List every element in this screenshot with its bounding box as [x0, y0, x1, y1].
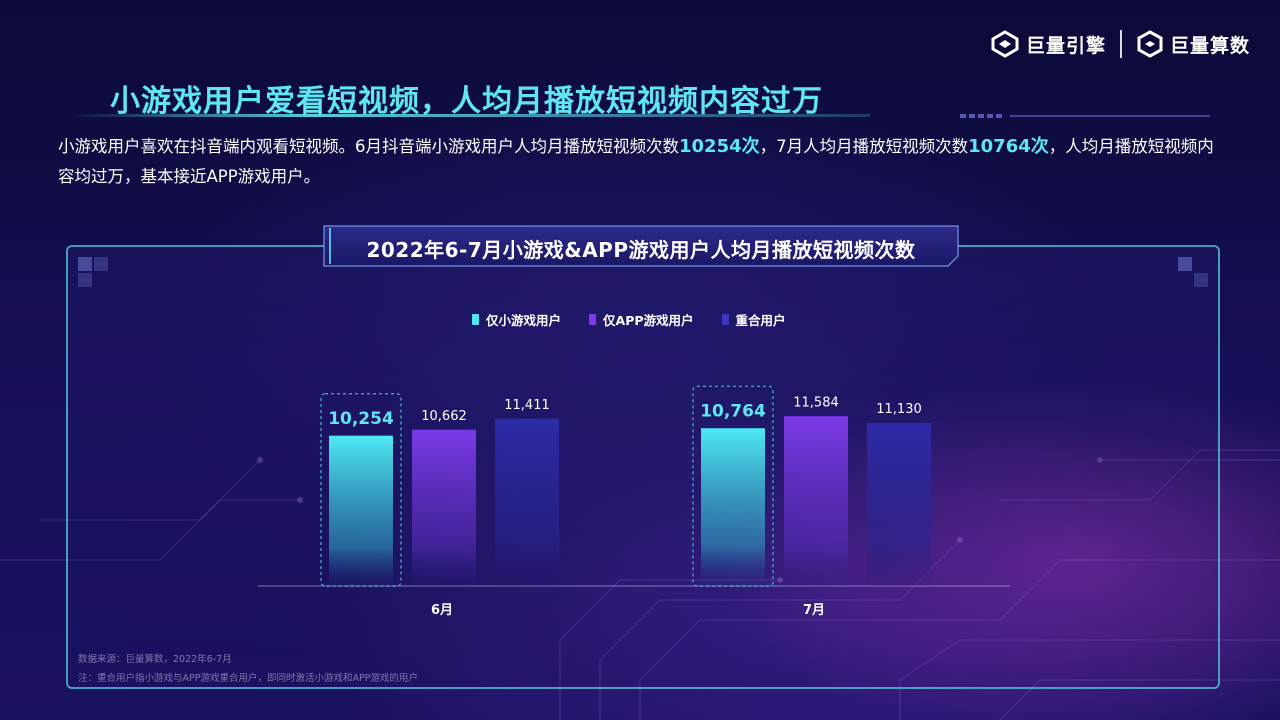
- panel-corner-deco: [94, 257, 108, 271]
- category-label: 7月: [803, 603, 825, 618]
- panel-corner-deco: [1194, 273, 1208, 287]
- title-underline: [70, 114, 870, 117]
- logo-left-text: 巨量引擎: [1025, 34, 1106, 57]
- bar-value-label: 10,662: [421, 409, 467, 424]
- panel-corner-deco: [78, 257, 92, 271]
- data-source-note: 数据来源：巨量算数，2022年6-7月: [78, 654, 232, 665]
- suanshu-logo-icon: [1137, 30, 1163, 58]
- legend-swatch: [721, 314, 729, 325]
- panel-corner-deco: [1178, 257, 1192, 271]
- legend-label: 仅小游戏用户: [486, 313, 562, 328]
- legend-label: 重合用户: [735, 313, 786, 328]
- bar-top-edge: [495, 418, 559, 421]
- legend-label: 仅APP游戏用户: [603, 313, 694, 328]
- bar-value-label: 10,254: [328, 409, 394, 429]
- bar-top-edge: [329, 435, 393, 438]
- bar-value-label: 11,411: [504, 398, 550, 413]
- page-title: 小游戏用户爱看短视频，人均月播放短视频内容过万: [110, 84, 823, 119]
- desc-highlight-july: 10764次: [968, 136, 1049, 157]
- bar: [867, 422, 931, 586]
- description-text: 小游戏用户喜欢在抖音端内观看短视频。6月抖音端小游戏用户人均月播放短视频次数10…: [58, 132, 1228, 192]
- bar: [329, 435, 393, 586]
- footnote-definition: 注：重合用户指小游戏与APP游戏重合用户，即同时激活小游戏和APP游戏的用户: [78, 673, 418, 684]
- highlight-box: [692, 385, 774, 587]
- desc-highlight-june: 10254次: [679, 136, 760, 157]
- chart-title: 2022年6-7月小游戏&APP游戏用户人均月播放短视频次数: [366, 238, 916, 262]
- legend-item-app-game: 仅APP游戏用户: [589, 310, 694, 329]
- legend-swatch: [589, 314, 597, 325]
- bar-top-edge: [867, 422, 931, 425]
- legend-item-overlap: 重合用户: [721, 310, 786, 329]
- desc-part1: 小游戏用户喜欢在抖音端内观看短视频。6月抖音端小游戏用户人均月播放短视频次数: [58, 137, 679, 156]
- desc-part2: ，7月人均月播放短视频次数: [759, 137, 969, 156]
- desc-part3: ，人均月播放短视频内容均过万，基本接近APP游戏用户。: [58, 137, 1214, 186]
- bar-value-label: 11,584: [793, 395, 839, 410]
- highlight-box: [320, 393, 402, 587]
- bar: [701, 428, 765, 586]
- legend-swatch: [472, 314, 479, 325]
- bar: [784, 416, 848, 586]
- bar-value-label: 11,130: [876, 402, 922, 417]
- bar-top-edge: [701, 428, 765, 431]
- legend-item-mini-game: 仅小游戏用户: [472, 310, 561, 329]
- brand-logos: 巨量引擎 巨量算数: [990, 30, 1250, 58]
- category-label: 6月: [431, 603, 453, 618]
- logo-divider: [1119, 30, 1122, 58]
- engine-logo-icon: [991, 30, 1019, 58]
- logo-juliang-suanshu: 巨量算数: [1136, 30, 1250, 58]
- chart-legend: 仅小游戏用户 仅APP游戏用户 重合用户: [472, 310, 786, 329]
- bar: [495, 418, 559, 586]
- bar: [412, 429, 476, 586]
- bar-top-edge: [412, 429, 476, 432]
- logo-right-text: 巨量算数: [1169, 34, 1250, 57]
- bar-top-edge: [784, 416, 848, 419]
- chart-title-tab: [323, 225, 959, 267]
- logo-juliang-engine: 巨量引擎: [990, 30, 1106, 58]
- panel-corner-deco: [78, 273, 92, 287]
- bar-value-label: 10,764: [700, 401, 766, 421]
- title-underline-stripes: [960, 114, 1210, 118]
